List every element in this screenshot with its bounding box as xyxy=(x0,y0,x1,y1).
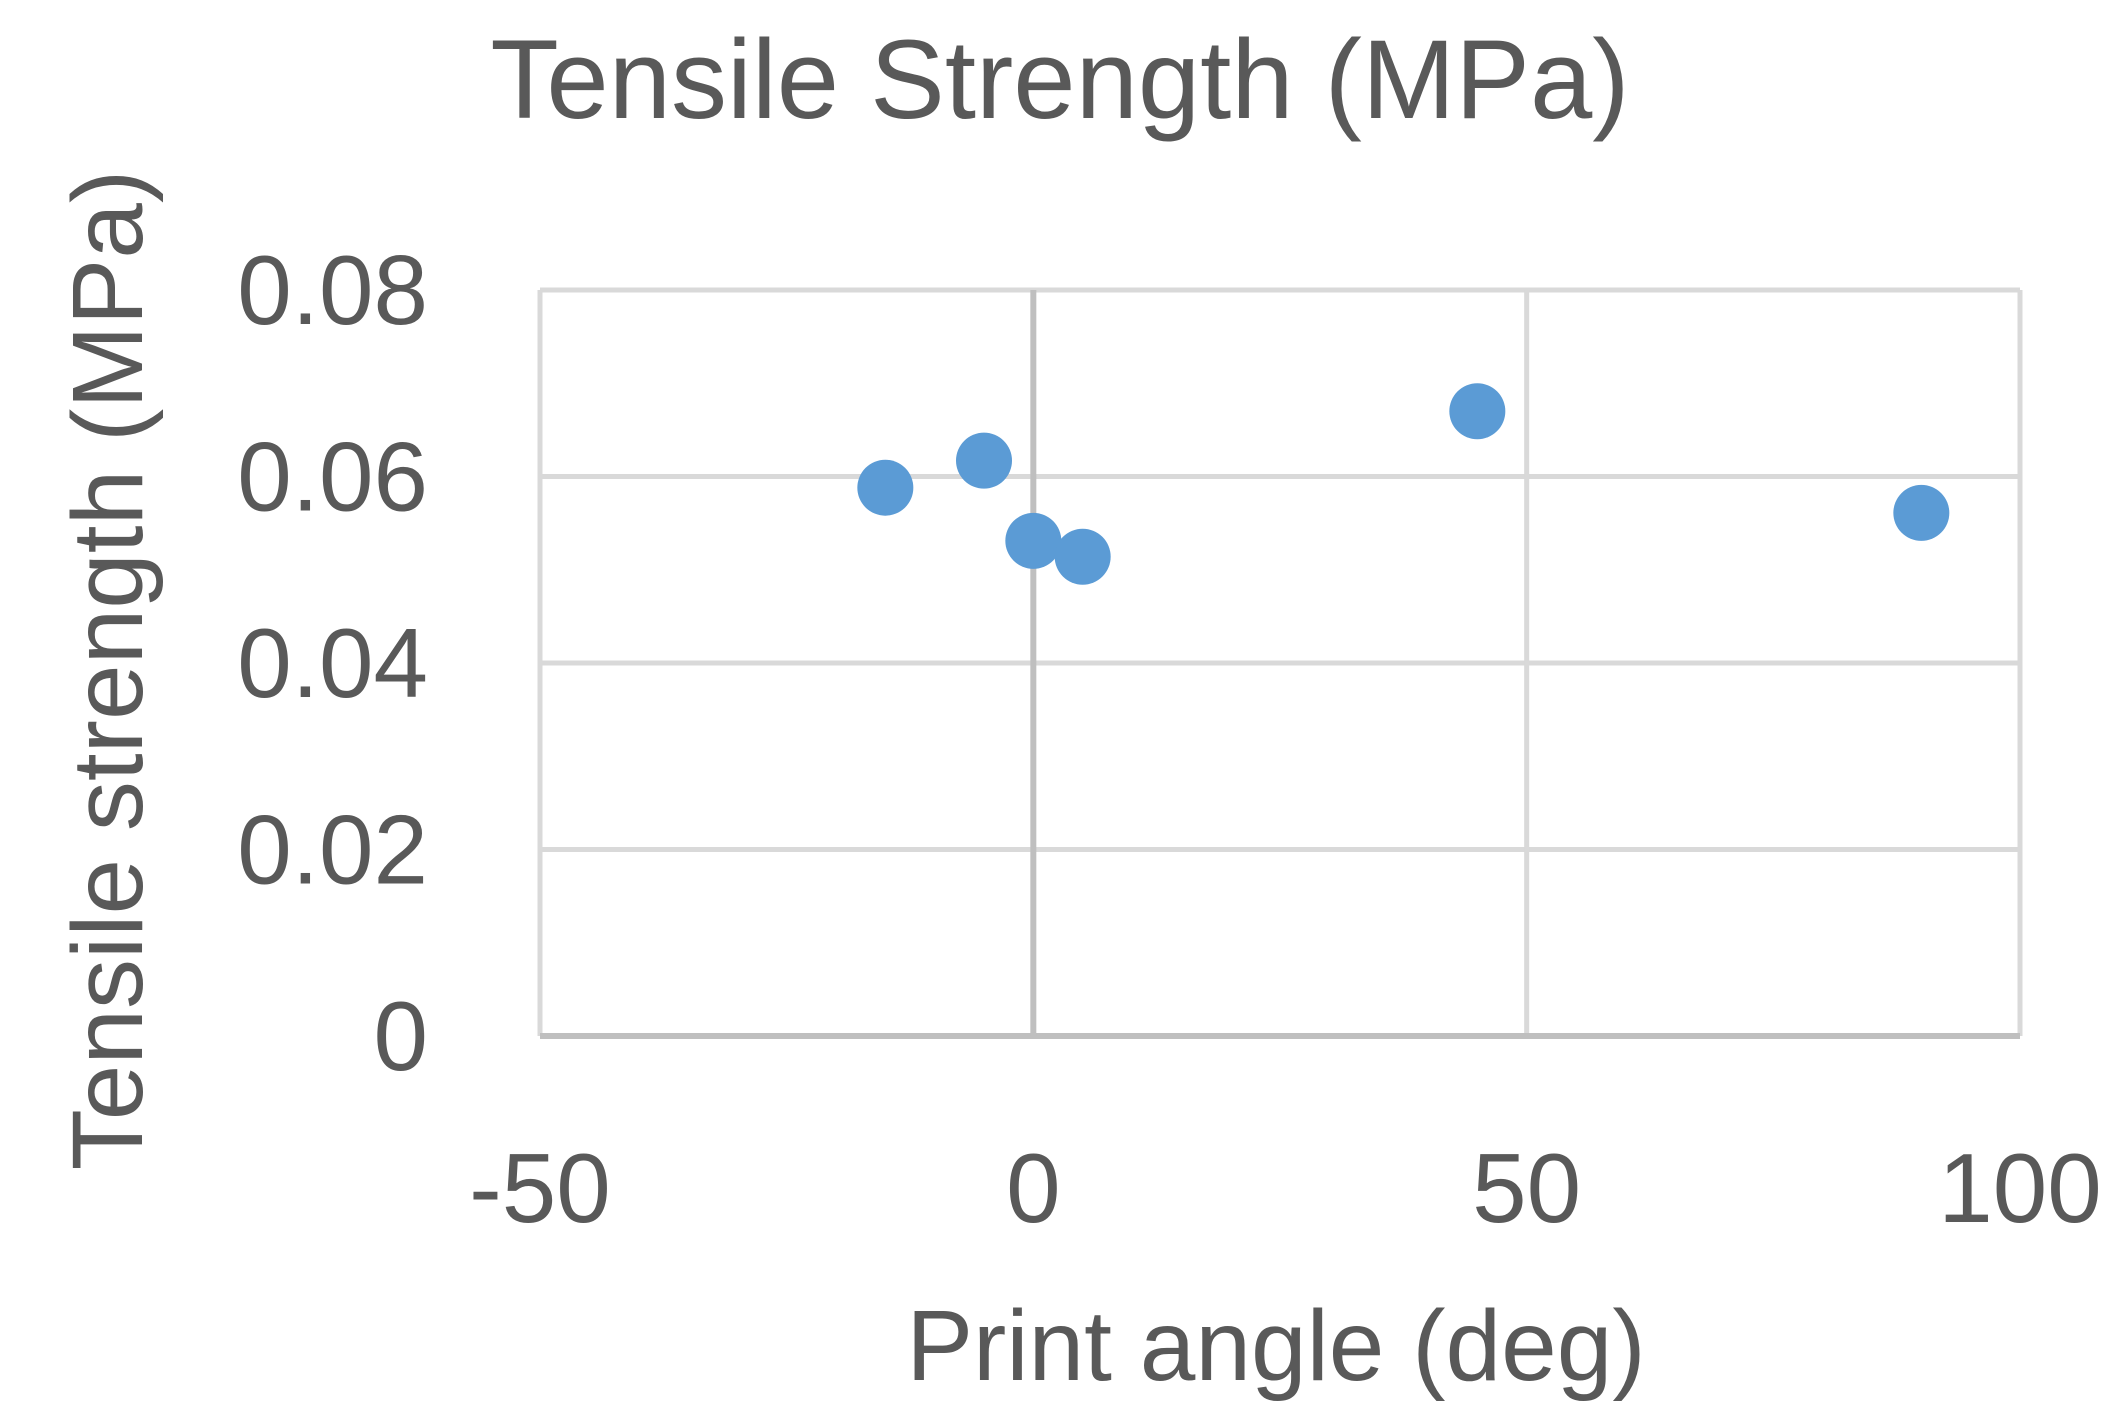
data-point xyxy=(1893,484,1950,541)
x-axis-title: Print angle (deg) xyxy=(906,1290,1645,1402)
gridlines xyxy=(537,287,2023,1036)
y-tick-label: 0.04 xyxy=(237,608,428,718)
x-tick-label: 100 xyxy=(1938,1133,2102,1243)
y-tick-label: 0.06 xyxy=(237,422,428,532)
y-axis-title: Tensile strength (MPa) xyxy=(52,170,164,1170)
data-point xyxy=(857,459,914,516)
y-tick-label: 0 xyxy=(373,981,428,1091)
data-point xyxy=(1054,528,1111,585)
x-tick-label: 0 xyxy=(1006,1133,1061,1243)
data-point xyxy=(1005,512,1062,569)
data-points xyxy=(857,383,1950,585)
y-tick-labels: 0 0.02 0.04 0.06 0.08 xyxy=(237,235,428,1091)
y-tick-label: 0.08 xyxy=(237,235,428,345)
x-tick-label: -50 xyxy=(469,1133,611,1243)
data-point xyxy=(1449,383,1506,440)
data-point xyxy=(956,432,1012,489)
x-tick-label: 50 xyxy=(1472,1133,1581,1243)
y-tick-label: 0.02 xyxy=(237,795,428,905)
chart-title: Tensile Strength (MPa) xyxy=(490,17,1629,142)
axes xyxy=(540,290,2020,1039)
x-tick-labels: -50 0 50 100 xyxy=(469,1133,2102,1243)
